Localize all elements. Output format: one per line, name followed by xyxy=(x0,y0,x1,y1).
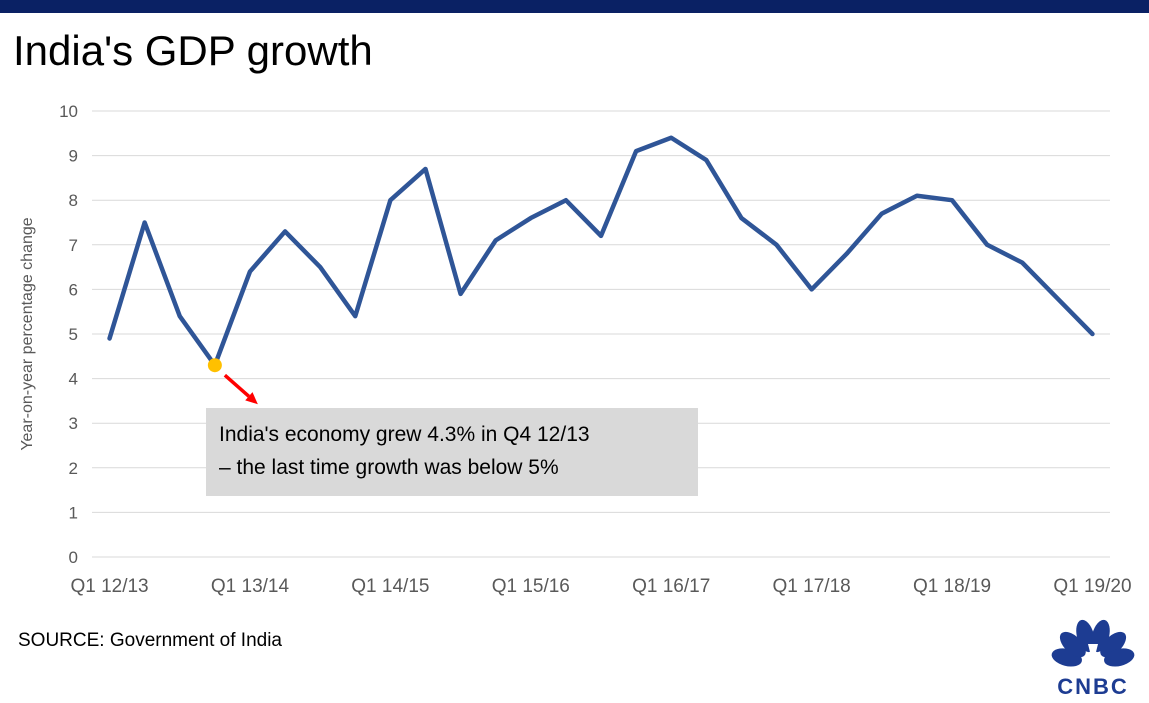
x-tick-label: Q1 12/13 xyxy=(70,576,148,597)
y-tick-label: 10 xyxy=(59,102,78,121)
x-tick-label: Q1 18/19 xyxy=(913,576,991,597)
x-tick-label: Q1 15/16 xyxy=(492,576,570,597)
highlight-marker xyxy=(207,358,222,373)
x-tick-label: Q1 14/15 xyxy=(351,576,429,597)
x-tick-label: Q1 13/14 xyxy=(211,576,290,597)
page-title: India's GDP growth xyxy=(13,27,373,74)
y-tick-label: 7 xyxy=(69,236,78,255)
peacock-icon: CNBC xyxy=(1051,619,1135,699)
x-tick-label: Q1 16/17 xyxy=(632,576,710,597)
y-tick-label: 3 xyxy=(69,414,78,433)
y-tick-label: 4 xyxy=(69,370,78,389)
annotation-line1: India's economy grew 4.3% in Q4 12/13 xyxy=(219,423,590,446)
source-text: SOURCE: Government of India xyxy=(18,630,282,651)
y-tick-label: 6 xyxy=(69,280,78,299)
x-tick-label: Q1 19/20 xyxy=(1053,576,1131,597)
x-tick-label: Q1 17/18 xyxy=(773,576,851,597)
cnbc-logo: CNBC xyxy=(1046,614,1140,700)
gdp-line-series xyxy=(107,135,1095,368)
annotation-arrowhead xyxy=(245,392,258,405)
peacock-feathers xyxy=(1051,619,1135,667)
y-tick-label: 1 xyxy=(69,503,78,522)
annotation-callout: India's economy grew 4.3% in Q4 12/13 – … xyxy=(206,408,698,496)
annotation-arrow xyxy=(223,373,251,398)
y-tick-label: 8 xyxy=(69,191,78,210)
y-tick-label: 2 xyxy=(69,459,78,478)
y-tick-label: 5 xyxy=(69,325,78,344)
top-accent-bar xyxy=(0,0,1149,13)
annotation-line2: – the last time growth was below 5% xyxy=(219,455,559,479)
y-tick-label: 0 xyxy=(69,548,78,567)
y-tick-label: 9 xyxy=(69,147,78,166)
cnbc-wordmark: CNBC xyxy=(1057,674,1129,699)
y-axis-title: Year-on-year percentage change xyxy=(19,217,36,450)
